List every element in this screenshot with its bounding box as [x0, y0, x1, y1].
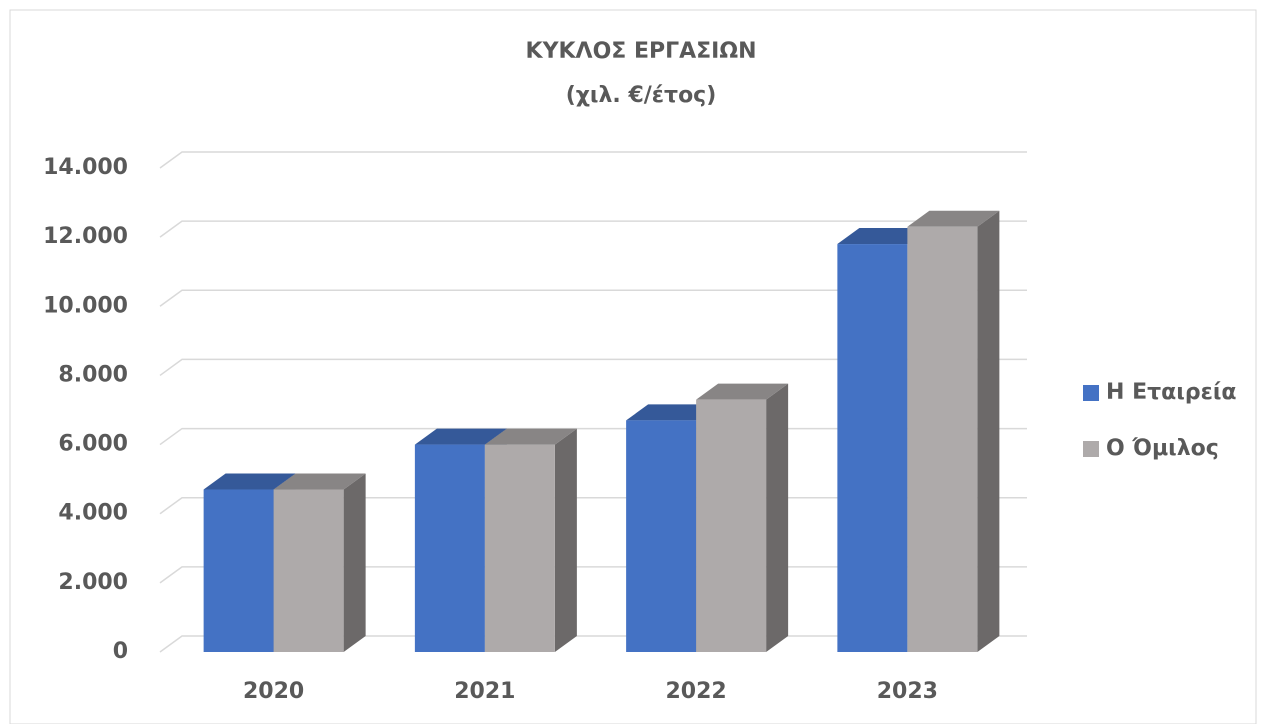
- bar: [484, 428, 577, 652]
- bar-front: [907, 226, 978, 652]
- bar-top: [907, 210, 1000, 227]
- bar-top: [837, 228, 930, 245]
- x-tick-label: 2020: [243, 679, 304, 704]
- bar-front: [273, 489, 344, 652]
- grid-line: [159, 151, 1027, 169]
- y-tick-label: 14.000: [43, 155, 128, 180]
- bar-side: [766, 383, 789, 652]
- y-tick-label: 10.000: [43, 293, 128, 318]
- bar-side: [554, 428, 577, 652]
- chart-title: ΚΥΚΛΟΣ ΕΡΓΑΣΙΩΝ: [526, 39, 757, 64]
- y-tick-label: 2.000: [58, 570, 128, 595]
- legend-swatch: [1083, 385, 1099, 401]
- y-tick-label: 4.000: [58, 501, 128, 526]
- bar-front: [484, 444, 555, 652]
- bar-top: [696, 383, 789, 400]
- bar-top: [484, 428, 577, 445]
- grid-line: [159, 358, 1027, 377]
- grid-line: [159, 220, 1027, 238]
- grid-line: [159, 289, 1027, 307]
- bar: [273, 473, 366, 652]
- x-tick-label: 2022: [666, 679, 727, 704]
- bar-front: [414, 444, 485, 652]
- bar-side: [343, 473, 366, 652]
- bar-front: [837, 244, 908, 653]
- x-tick-label: 2023: [877, 679, 938, 704]
- bar: [907, 210, 1000, 652]
- legend-label: Ο Όμιλος: [1106, 436, 1219, 461]
- y-tick-label: 12.000: [43, 224, 128, 249]
- bar-top: [414, 428, 507, 445]
- bar-front: [696, 399, 767, 652]
- y-tick-label: 6.000: [58, 432, 128, 457]
- chart-subtitle: (χιλ. €/έτος): [566, 83, 717, 108]
- legend-swatch: [1083, 441, 1099, 457]
- bar-side: [977, 210, 1000, 652]
- y-tick-label: 0: [113, 639, 128, 664]
- y-tick-label: 8.000: [58, 362, 128, 387]
- bar-top: [626, 404, 719, 421]
- bar-front: [203, 489, 274, 652]
- legend-label: Η Εταιρεία: [1106, 380, 1237, 405]
- bar-top: [203, 473, 296, 490]
- x-tick-label: 2021: [454, 679, 515, 704]
- bar: [696, 383, 789, 652]
- bar-top: [273, 473, 366, 490]
- bar-front: [626, 420, 697, 652]
